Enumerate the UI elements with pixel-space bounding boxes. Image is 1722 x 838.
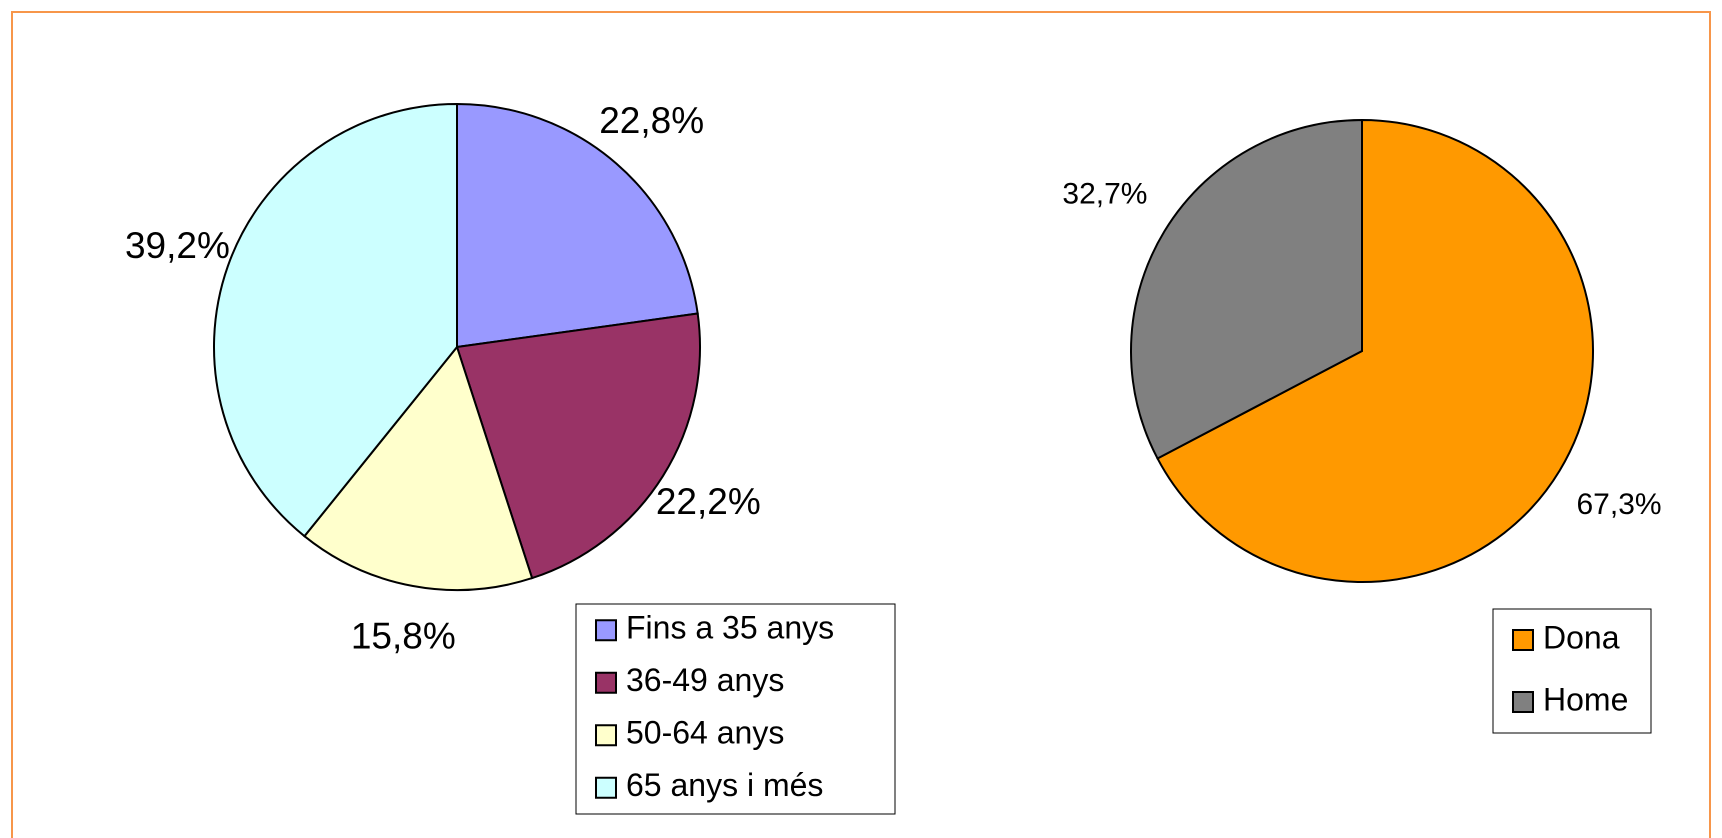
- legend-box: [575, 603, 896, 815]
- legend-swatch: [595, 724, 617, 747]
- data-label: 22,8%: [599, 100, 704, 141]
- data-label: 15,8%: [351, 615, 456, 656]
- legend-label: Home: [1543, 681, 1628, 717]
- legend-label: 36-49 anys: [626, 662, 784, 698]
- legend-swatch: [595, 671, 617, 694]
- legend-swatch: [595, 776, 617, 799]
- pie-slice: [455, 312, 701, 580]
- legend-label: Fins a 35 anys: [626, 610, 834, 646]
- data-label: 67,3%: [1576, 488, 1661, 521]
- data-label: 32,7%: [1062, 178, 1147, 211]
- data-label: 22,2%: [656, 481, 761, 522]
- data-label: 39,2%: [125, 225, 230, 266]
- legend-swatch: [595, 619, 617, 642]
- pie-slice: [1129, 118, 1363, 460]
- legend-label: 65 anys i més: [626, 767, 823, 803]
- legend-swatch: [1512, 629, 1534, 651]
- pie-slice: [456, 102, 699, 349]
- pie-slice: [1156, 118, 1594, 583]
- pie-slice: [303, 344, 534, 591]
- legend-swatch: [1512, 691, 1534, 713]
- legend-label: Dona: [1543, 619, 1620, 655]
- legend-label: 50-64 anys: [626, 715, 784, 751]
- pie-slice: [213, 102, 458, 538]
- frame: [11, 11, 1711, 838]
